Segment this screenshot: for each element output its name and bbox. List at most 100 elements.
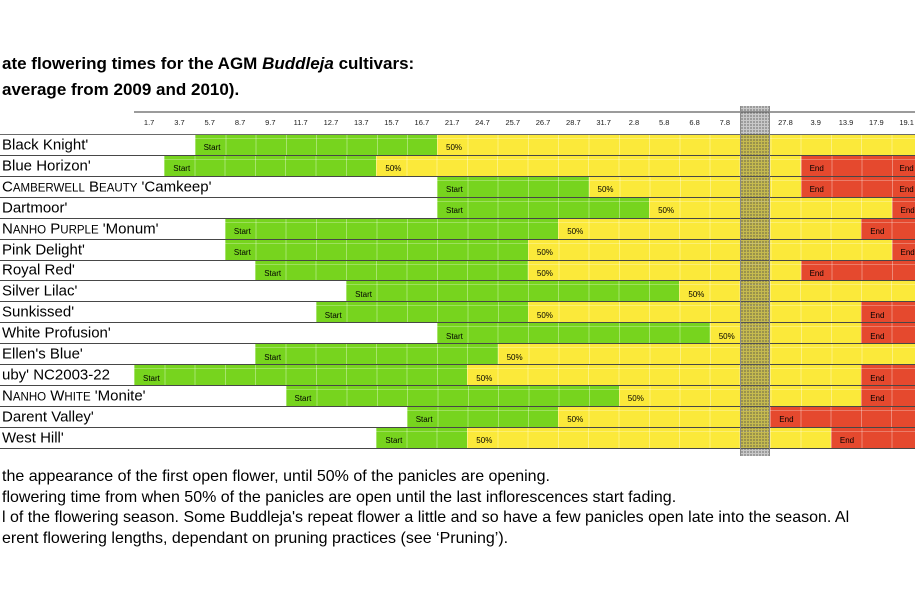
footer-line: the appearance of the first open flower,…: [2, 468, 550, 485]
start-label: Start: [446, 331, 463, 341]
column-header-19.1: 19.1: [899, 118, 914, 127]
footer-line: l of the flowering season. Some Buddleja…: [2, 509, 850, 527]
segment-fading-red: [800, 176, 915, 197]
segment-fading-red: [800, 155, 915, 176]
end-label: End: [779, 415, 794, 425]
column-header-12.7: 12.7: [323, 118, 339, 127]
fifty-percent-label: 50%: [536, 248, 553, 258]
column-header-5.8: 5.8: [659, 118, 670, 127]
segment-start-to-50-green: [134, 365, 468, 386]
start-label: Start: [233, 227, 251, 237]
cultivar-label: NANHO WHITE 'Monite': [2, 387, 146, 405]
column-header-5.7: 5.7: [204, 118, 215, 127]
end-label: End: [900, 206, 915, 216]
cultivar-label: uby' NC2003-22: [2, 366, 110, 384]
cultivar-label: Silver Lilac': [2, 282, 78, 300]
start-label: Start: [294, 394, 312, 404]
end-label: End: [899, 185, 914, 195]
cultivar-label: NANHO PURPLE 'Monum': [2, 220, 159, 238]
column-header-13.9: 13.9: [838, 118, 854, 127]
segment-50-to-end-yellow: [527, 302, 869, 323]
row-camberwell-beauty-camkeep: End End Start 50% CAMBERWELL BEAUTY 'Camkeep…: [0, 176, 915, 198]
column-header-31.7: 31.7: [596, 118, 611, 127]
end-label: End: [870, 373, 885, 383]
start-label: Start: [415, 415, 433, 425]
cultivar-label: West Hill': [2, 429, 64, 447]
end-label: End: [870, 227, 885, 237]
page-title: ate flowering times for the AGM Buddleja…: [2, 51, 414, 103]
start-label: Start: [264, 352, 282, 362]
row-dartmoor: End Start 50% Dartmoor': [0, 197, 915, 219]
segment-start-to-50-green: [437, 197, 650, 218]
segment-start-to-50-green: [164, 155, 377, 176]
footer-notes: the appearance of the first open flower,…: [2, 467, 849, 550]
segment-fading-red: [800, 260, 915, 281]
cultivar-label: Ellen's Blue': [2, 345, 83, 363]
column-header-21.7: 21.7: [444, 118, 460, 127]
segment-50-to-end-yellow: [709, 323, 869, 344]
segment-start-to-50-green: [406, 406, 559, 427]
segment-50-to-end-yellow: [649, 197, 899, 218]
end-label: End: [839, 436, 855, 446]
row-nanho-white-monite: End Start 50% NANHO WHITE 'Monite': [0, 386, 915, 407]
column-header-25.7: 25.7: [505, 118, 521, 127]
column-header-28.7: 28.7: [566, 118, 581, 127]
segment-50-to-end-yellow: [437, 135, 915, 155]
title-line2: average from 2009 and 2010).: [2, 80, 240, 99]
segment-fading-red: [861, 365, 915, 386]
end-label: End: [870, 394, 885, 404]
segment-fading-red: [770, 406, 915, 427]
start-label: Start: [446, 185, 463, 195]
segment-fading-red: [861, 302, 915, 323]
fifty-percent-label: 50%: [506, 352, 523, 362]
segment-start-to-50-green: [437, 176, 589, 197]
column-header-9.7: 9.7: [265, 118, 276, 127]
cultivar-label: Black Knight': [2, 136, 89, 154]
column-header-6.8: 6.8: [689, 118, 700, 127]
cultivar-label: White Profusion': [2, 324, 111, 342]
segment-fading-red: [830, 427, 915, 448]
gantt-rows: Start 50% Black Knight' End End Start 50% Blue …: [0, 134, 915, 449]
segment-fading-red: [891, 239, 915, 260]
fifty-percent-label: 50%: [536, 268, 553, 278]
segment-start-to-50-green: [255, 260, 528, 281]
cultivar-label: Pink Delight': [2, 241, 85, 259]
row-black-knight: Start 50% Black Knight': [0, 135, 915, 156]
title-italic-genus: Buddleja: [262, 54, 334, 73]
fifty-percent-label: 50%: [536, 310, 553, 320]
segment-start-to-50-green: [224, 239, 528, 260]
start-label: Start: [446, 206, 463, 216]
row-pink-delight: End Start 50% Pink Delight': [0, 239, 915, 261]
segment-50-to-end-yellow: [679, 281, 915, 302]
column-header-8.7: 8.7: [234, 118, 246, 127]
segment-fading-red: [891, 197, 915, 218]
footer-line: flowering time from when 50% of the pani…: [2, 488, 677, 506]
row-ellen-s-blue: Start 50% Ellen's Blue': [0, 344, 915, 366]
segment-start-to-50-green: [376, 427, 468, 448]
cultivar-label: CAMBERWELL BEAUTY 'Camkeep': [2, 178, 212, 196]
fifty-percent-label: 50%: [597, 185, 614, 195]
column-header-3.9: 3.9: [810, 118, 821, 127]
column-header-16.7: 16.7: [414, 118, 430, 127]
row-west-hill: End Start 50% West Hill': [0, 427, 915, 449]
column-header-27.8: 27.8: [778, 118, 793, 127]
column-header-1.7: 1.7: [143, 118, 155, 127]
row-silver-lilac: Start 50% Silver Lilac': [0, 281, 915, 303]
column-header-17.9: 17.9: [869, 118, 884, 127]
segment-50-to-end-yellow: [588, 176, 808, 197]
cultivar-label: Sunkissed': [2, 303, 75, 321]
segment-50-to-end-yellow: [527, 239, 899, 260]
cultivar-label: Royal Red': [2, 261, 75, 279]
cultivar-label: Dartmoor': [2, 199, 68, 217]
row-nanho-purple-monum: End Start 50% NANHO PURPLE 'Monum': [0, 218, 915, 240]
end-label: End: [900, 248, 915, 258]
no-observation-gap-column: [740, 106, 771, 456]
cultivar-label: Blue Horizon': [2, 157, 91, 175]
end-label: End: [809, 185, 824, 195]
start-label: Start: [324, 310, 342, 320]
end-label: End: [870, 310, 885, 320]
segment-50-to-end-yellow: [558, 218, 869, 239]
segment-50-to-end-yellow: [558, 406, 778, 427]
start-label: Start: [385, 436, 403, 446]
